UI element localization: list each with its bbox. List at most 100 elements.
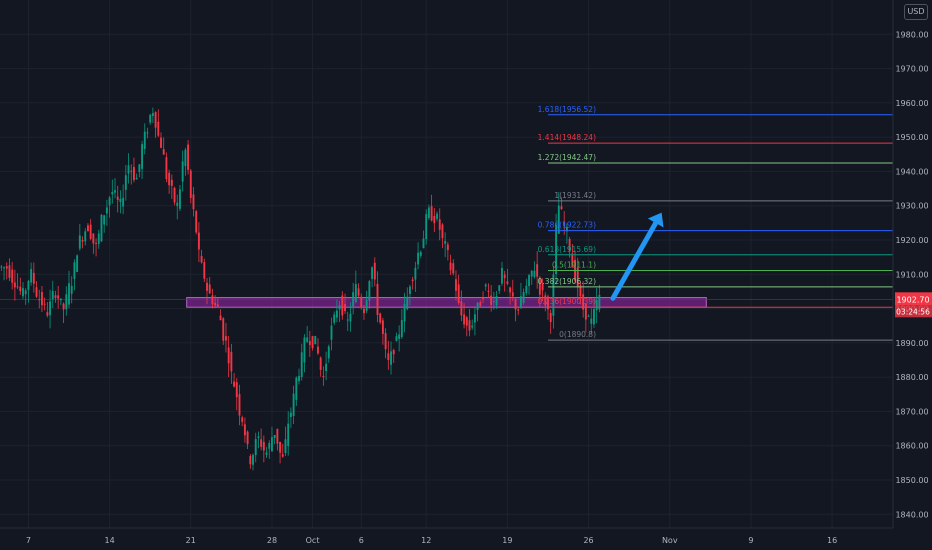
price-tick-label: 1840.00 (895, 510, 928, 519)
candle-body (368, 281, 371, 301)
time-tick-label: 9 (748, 536, 753, 545)
candle-body (519, 296, 522, 309)
fib-level-label: 0(1890.8) (559, 330, 596, 339)
candle-body (338, 305, 341, 310)
candle-body (344, 304, 346, 312)
price-tick-label: 1970.00 (895, 65, 928, 74)
candle-body (268, 443, 271, 449)
countdown-label: 03:24:56 (896, 307, 930, 316)
candle-body (552, 274, 555, 316)
candle-body (411, 279, 414, 282)
candle-body (346, 319, 349, 321)
candle-body (81, 240, 84, 242)
candle-body (530, 270, 533, 277)
candle-body (433, 215, 436, 224)
candle-body (398, 334, 401, 339)
candle-body (322, 375, 325, 377)
candle-body (176, 202, 179, 207)
candle-body (130, 170, 133, 172)
candle-body (0, 266, 3, 268)
current-price-tag: 1902.70 03:24:56 (895, 292, 932, 318)
candle-body (571, 253, 574, 268)
candle-body (62, 303, 65, 310)
price-tick-label: 1930.00 (895, 202, 928, 211)
time-axis[interactable]: 7 14 21 28 Oct 6 12 19 26 Nov 9 16 (26, 536, 837, 545)
candle-body (590, 318, 593, 324)
time-tick-label: 6 (359, 536, 364, 545)
candle-body (544, 295, 547, 306)
candle-body (460, 301, 463, 316)
candle-body (30, 269, 33, 283)
candle-body (222, 318, 225, 341)
candle-body (468, 320, 471, 331)
candle-body (260, 439, 263, 447)
candle-body (463, 314, 466, 325)
candle-body (593, 309, 595, 325)
candle-body (287, 423, 290, 447)
candle-body (233, 381, 236, 387)
candle-body (86, 225, 89, 232)
candle-body (246, 431, 249, 445)
candle-body (492, 301, 495, 303)
candle-body (70, 285, 73, 294)
countdown-box (895, 305, 932, 318)
candle-body (5, 266, 8, 269)
time-tick-label: 21 (186, 536, 196, 545)
fib-level-label: 0.618(1915.69) (538, 245, 596, 254)
time-tick-label: 28 (267, 536, 277, 545)
candle-body (281, 454, 284, 457)
candle-body (419, 252, 422, 256)
candle-body (547, 296, 549, 310)
time-tick-label: 12 (421, 536, 431, 545)
candle-body (16, 286, 19, 288)
candle-body (390, 351, 392, 365)
candle-body (327, 346, 330, 359)
candle-body (254, 439, 257, 456)
candle-body (230, 351, 233, 372)
candle-body (514, 299, 517, 310)
candle-body (360, 296, 363, 308)
candle-body (157, 121, 160, 136)
candle-body (325, 363, 328, 371)
forecast-arrow-layer (610, 212, 664, 301)
candle-body (154, 112, 157, 128)
candle-body (379, 313, 382, 323)
candle-body (135, 177, 138, 180)
candle-body (501, 267, 503, 284)
candle-body (165, 157, 168, 180)
candle-body (187, 144, 190, 170)
candle-body (371, 267, 374, 279)
candle-body (365, 300, 368, 311)
time-tick-label: Oct (306, 536, 320, 545)
candle-body (35, 287, 38, 297)
candle-body (149, 114, 152, 123)
candle-body (208, 284, 211, 294)
candle-body (271, 437, 273, 452)
candle-body (8, 265, 11, 278)
fib-level-label: 0.236(1900.39) (538, 297, 596, 306)
candle-body (533, 270, 536, 277)
candle-body (279, 441, 282, 453)
currency-badge[interactable]: USD (904, 4, 928, 20)
candle-body (476, 302, 479, 310)
candle-body (114, 190, 116, 193)
price-axis[interactable]: 1840.00 1850.00 1860.00 1870.00 1880.00 1890.… (895, 30, 928, 519)
candle-body (376, 283, 379, 315)
time-tick-label: 14 (105, 536, 115, 545)
candle-body (84, 231, 87, 242)
candle-body (457, 284, 460, 304)
candle-body (127, 165, 130, 174)
candle-body (582, 294, 585, 310)
fib-level-label: 1.272(1942.47) (538, 153, 596, 162)
candle-body (471, 325, 474, 328)
price-tick-label: 1950.00 (895, 133, 928, 142)
support-zone (186, 297, 707, 308)
fib-level-label: 0.786(1922.73) (538, 221, 596, 230)
current-price-box (895, 292, 932, 306)
candle-body (168, 172, 171, 186)
candle-body (517, 309, 520, 311)
candle-body (119, 198, 122, 203)
candle-body (484, 284, 487, 287)
